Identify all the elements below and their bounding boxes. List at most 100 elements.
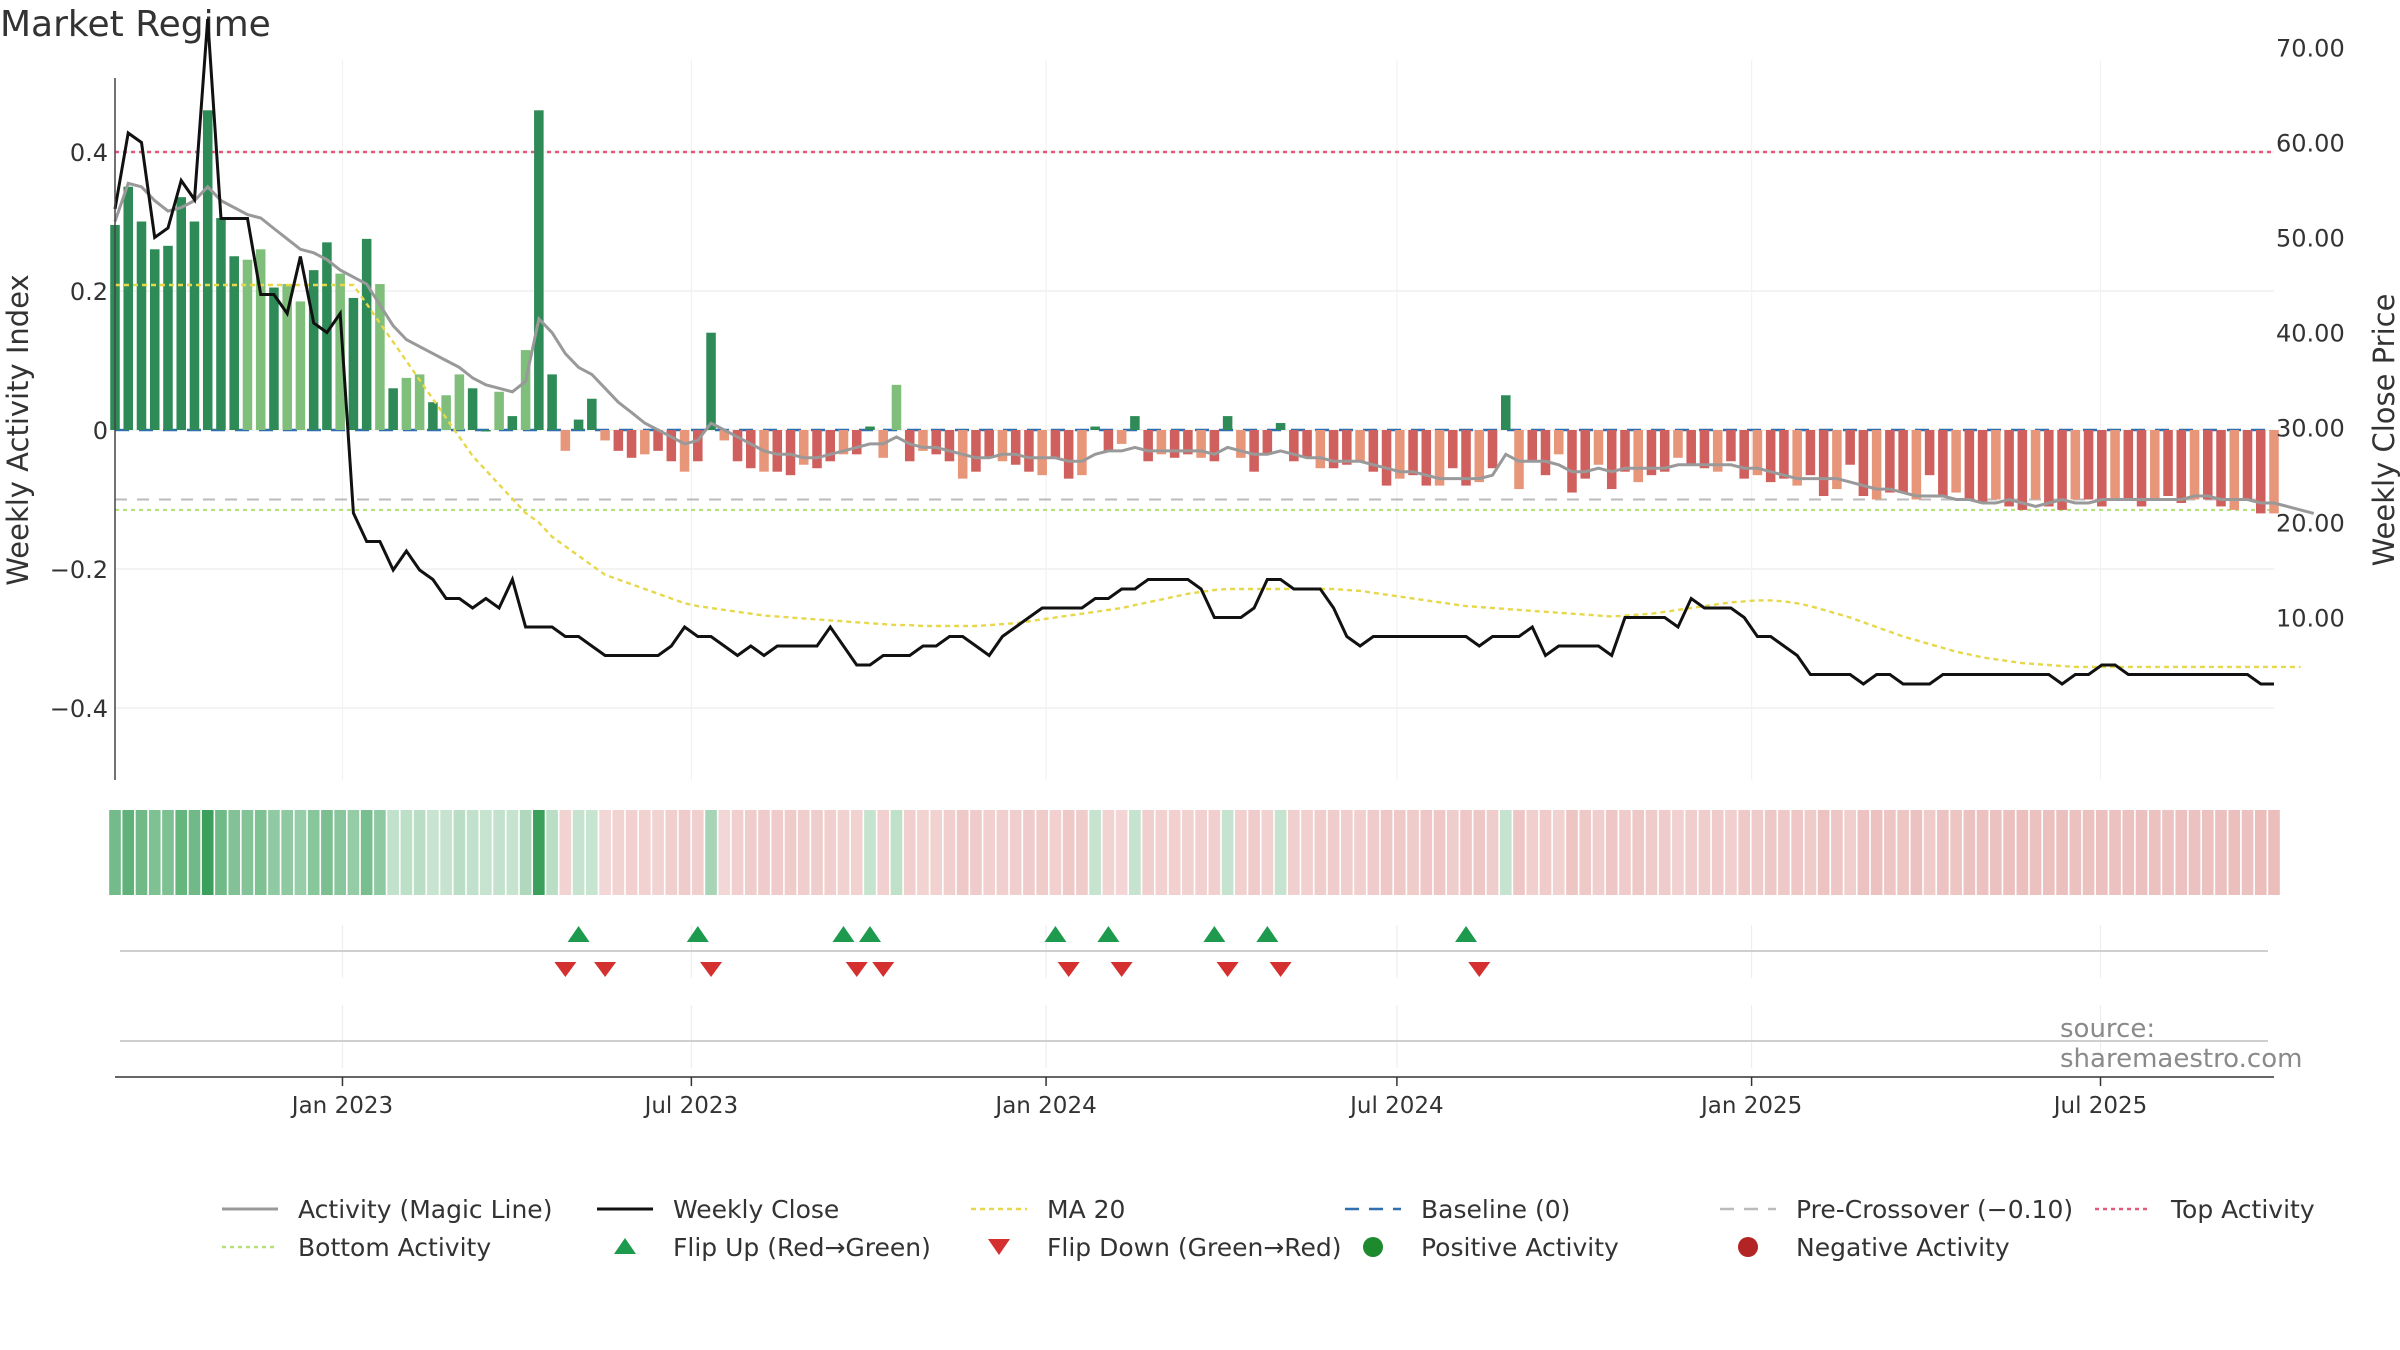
regime-strip-cell <box>1711 810 1724 895</box>
regime-strip-cell <box>1248 810 1260 895</box>
activity-bar <box>428 402 438 430</box>
activity-bar <box>2242 430 2253 500</box>
activity-bar <box>1368 430 1379 472</box>
x-tick-label: Jan 2025 <box>1699 1093 1802 1119</box>
flip-up-marker <box>1044 926 1067 942</box>
regime-strip-cell <box>678 810 691 895</box>
activity-bar <box>1050 430 1061 458</box>
legend-item-close: Weekly Close <box>595 1190 839 1228</box>
legend-item-neg: Negative Activity <box>1718 1228 2010 1266</box>
activity-bar <box>2150 430 2160 500</box>
activity-bar <box>1037 430 1047 476</box>
regime-strip-cell <box>1791 810 1803 895</box>
regime-strip-cell <box>1446 810 1459 895</box>
activity-bar <box>1169 430 1180 458</box>
regime-strip-cell <box>1990 810 2002 895</box>
regime-strip-cell <box>334 810 346 895</box>
regime-strip-cell <box>1725 810 1737 895</box>
activity-bar <box>600 430 610 441</box>
regime-strip-cell <box>1062 810 1075 895</box>
regime-strip-cell <box>1314 810 1327 895</box>
regime-strip-cell <box>148 810 161 895</box>
y-right-tick-label: 60.00 <box>2276 130 2345 158</box>
activity-bar <box>971 430 981 472</box>
regime-strip-cell <box>546 810 558 895</box>
activity-bar <box>1355 430 1365 462</box>
activity-bar <box>2189 430 2200 500</box>
activity-bar <box>136 221 147 430</box>
regime-strip-cell <box>1182 810 1194 895</box>
activity-bar <box>1289 430 1299 462</box>
activity-bar <box>2017 430 2028 510</box>
activity-bar <box>1063 430 1074 479</box>
activity-bar <box>2176 430 2187 503</box>
regime-strip-cell <box>2135 810 2148 895</box>
activity-bar <box>653 430 663 451</box>
activity-bar <box>1633 430 1643 483</box>
regime-strip-cell <box>2003 810 2015 895</box>
activity-bar <box>626 430 637 458</box>
activity-bar <box>2110 430 2120 500</box>
regime-strip-cell <box>1937 810 1949 895</box>
activity-bar <box>2269 430 2279 514</box>
activity-bar <box>1514 430 1524 490</box>
flip-down-marker <box>700 962 723 977</box>
activity-bar <box>1408 430 1418 476</box>
regime-strip-cell <box>109 810 121 895</box>
legend-item-flipdown: Flip Down (Green→Red) <box>969 1228 1342 1266</box>
activity-bar <box>1606 430 1617 490</box>
activity-bar <box>348 297 359 430</box>
regime-strip-cell <box>1817 810 1830 895</box>
regime-strip-cell <box>1764 810 1777 895</box>
activity-bar <box>1302 430 1312 458</box>
regime-strip-cell <box>321 810 333 895</box>
activity-bar <box>163 245 173 430</box>
regime-strip-cell <box>983 810 996 895</box>
close-legend-symbol <box>597 1207 653 1211</box>
regime-strip-cell <box>1963 810 1976 895</box>
regime-strip-cell <box>1354 810 1366 895</box>
regime-strip-cell <box>1976 810 1989 895</box>
flip-down-marker <box>845 962 868 977</box>
regime-strip-cell <box>625 810 638 895</box>
regime-strip-cell <box>1473 810 1486 895</box>
activity-bar <box>666 430 677 462</box>
activity-bar <box>1328 430 1339 469</box>
activity-bar <box>2044 430 2054 507</box>
activity-bar <box>1620 430 1630 472</box>
regime-strip-cell <box>572 810 585 895</box>
activity-bar <box>1832 430 1842 490</box>
regime-strip <box>109 810 2280 895</box>
legend-label: Negative Activity <box>1796 1232 2010 1262</box>
activity-bar <box>1527 430 1538 462</box>
regime-strip-cell <box>1155 810 1168 895</box>
regime-strip-cell <box>731 810 744 895</box>
activity-bar <box>1845 430 1855 465</box>
regime-strip-cell <box>1632 810 1645 895</box>
activity-bar <box>904 430 915 462</box>
activity-bar <box>865 426 875 430</box>
legend-item-ma20: MA 20 <box>969 1190 1125 1228</box>
regime-strip-cell <box>2122 810 2135 895</box>
regime-strip-cell <box>2188 810 2201 895</box>
activity-bar <box>322 242 332 430</box>
activity-bar <box>640 430 650 455</box>
legend-label: Bottom Activity <box>298 1232 492 1262</box>
regime-strip-cell <box>705 810 717 895</box>
activity-bar <box>1222 416 1233 430</box>
regime-strip-cell <box>413 810 426 895</box>
activity-bar <box>2163 430 2173 497</box>
activity-bar <box>1765 430 1776 483</box>
regime-strip-cell <box>1460 810 1472 895</box>
activity-bar <box>1090 426 1100 430</box>
activity-bar <box>693 430 703 462</box>
regime-strip-cell <box>2241 810 2254 895</box>
activity-bar <box>547 374 557 430</box>
activity-bar <box>467 388 478 430</box>
regime-strip-cell <box>771 810 784 895</box>
regime-strip-cell <box>1235 810 1247 895</box>
x-tick-label: Jul 2023 <box>643 1093 739 1119</box>
activity-bar <box>2070 430 2081 500</box>
activity-bar <box>1487 430 1498 469</box>
regime-strip-cell <box>1076 810 1088 895</box>
